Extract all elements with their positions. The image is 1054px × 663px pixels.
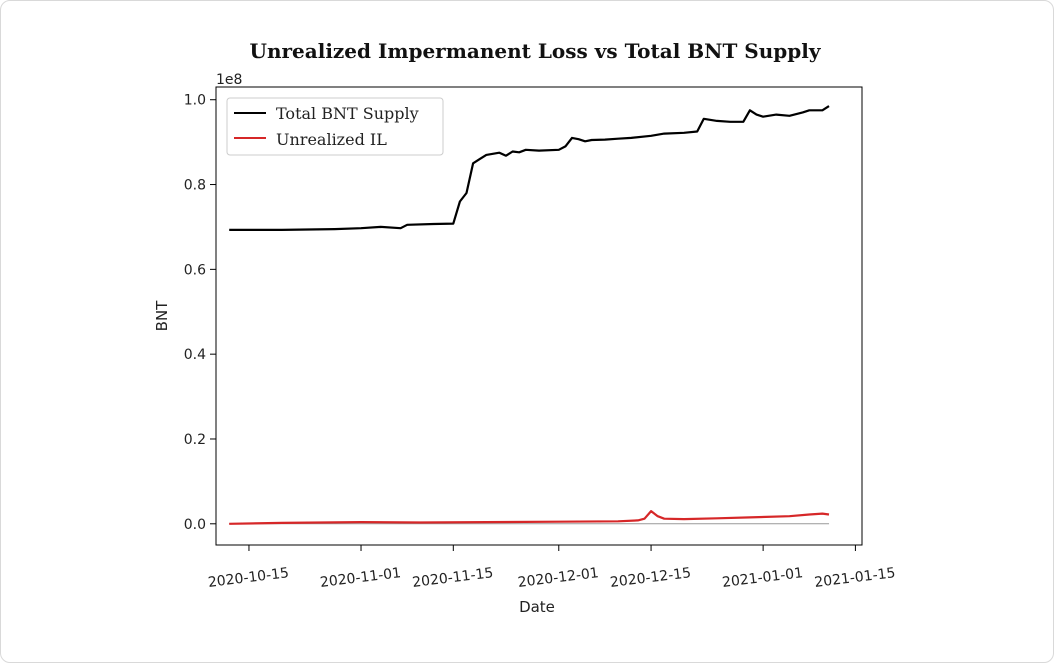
x-axis-label: Date bbox=[519, 598, 555, 616]
y-tick-label: 0.6 bbox=[184, 262, 206, 278]
legend-label-unrealized-il: Unrealized IL bbox=[276, 130, 387, 149]
legend: Total BNT Supply Unrealized IL bbox=[226, 97, 444, 156]
x-tick-label: 2021-01-15 bbox=[814, 565, 897, 591]
y-tick-label: 0.8 bbox=[184, 178, 206, 194]
legend-box bbox=[226, 97, 444, 156]
y-tick-label: 0.0 bbox=[184, 517, 206, 533]
x-tick-label: 2020-10-15 bbox=[207, 565, 290, 591]
y-tick-label: 0.4 bbox=[184, 347, 206, 363]
series-line-unrealized-il bbox=[229, 510, 830, 525]
legend-label-total-bnt-supply: Total BNT Supply bbox=[276, 104, 419, 123]
x-tick-label: 2020-11-01 bbox=[319, 565, 402, 591]
x-tick-label: 2020-12-01 bbox=[517, 565, 600, 591]
y-axis-label: BNT bbox=[153, 300, 171, 332]
series-layer bbox=[229, 105, 830, 525]
y-tick-label: 0.2 bbox=[184, 432, 206, 448]
x-tick-label: 2020-11-15 bbox=[411, 565, 494, 591]
y-tick-label: 1.0 bbox=[184, 93, 206, 109]
y-axis: 0.0 0.2 0.4 0.6 0.8 1.0 bbox=[184, 93, 216, 533]
x-tick-label: 2020-12-15 bbox=[609, 565, 692, 591]
plot-area bbox=[215, 86, 863, 546]
x-axis: 2020-10-15 2020-11-01 2020-11-15 2020-12-01… bbox=[207, 545, 896, 591]
y-multiplier-label: 1e8 bbox=[216, 72, 242, 88]
x-tick-label: 2021-01-01 bbox=[721, 565, 804, 591]
chart-title: Unrealized Impermanent Loss vs Total BNT… bbox=[250, 39, 822, 63]
series-line-total-bnt-supply bbox=[229, 105, 830, 231]
